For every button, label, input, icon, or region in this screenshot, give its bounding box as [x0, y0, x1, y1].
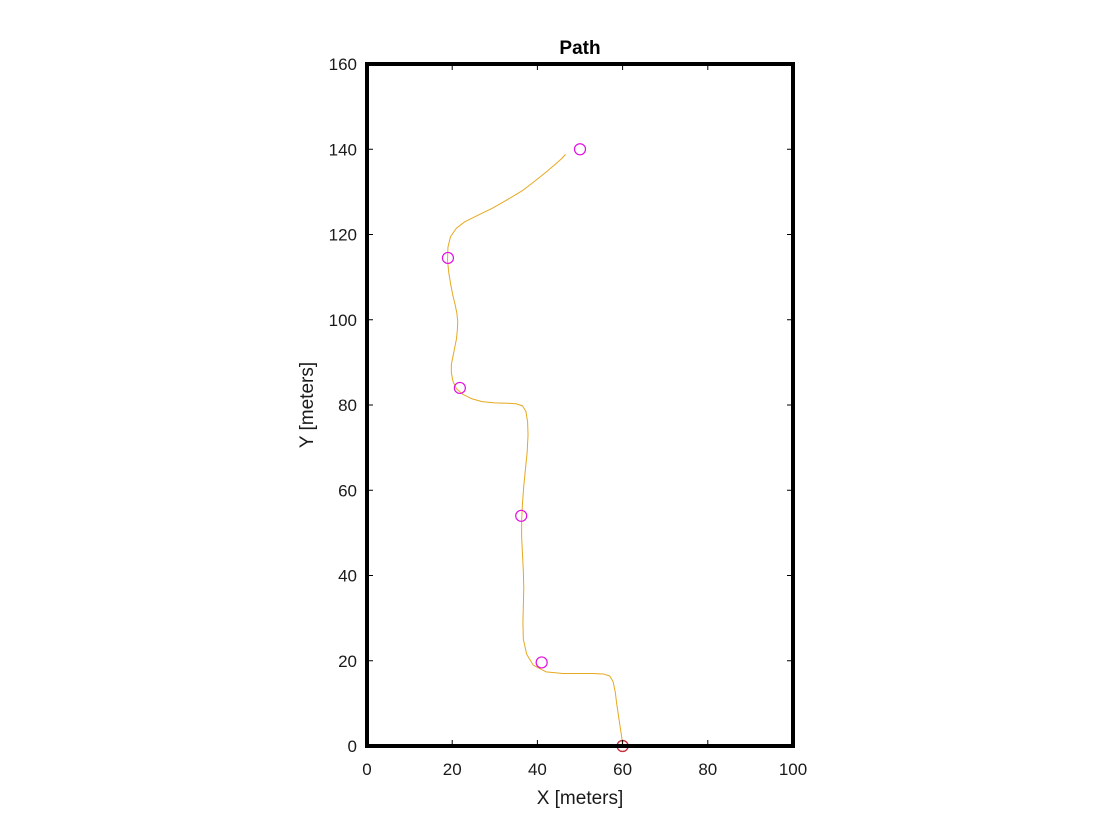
y-tick-label: 120 [329, 226, 357, 245]
y-tick-label: 80 [338, 396, 357, 415]
ticks-layer: 0 20 40 60 80 100 0 20 40 60 80 100 120 140 160 [329, 55, 808, 779]
y-tick-label: 40 [338, 567, 357, 586]
y-tick-label: 160 [329, 55, 357, 74]
y-tick-label: 140 [329, 140, 357, 159]
waypoint-marker [535, 656, 548, 669]
x-tick-label: 20 [443, 760, 462, 779]
chart-title: Path [559, 38, 600, 59]
x-tick-label: 80 [698, 760, 717, 779]
y-axis-label: Y [meters] [297, 362, 318, 448]
y-tick-label: 100 [329, 311, 357, 330]
y-tick-label: 0 [348, 737, 357, 756]
x-tick-label: 40 [528, 760, 547, 779]
path-line [447, 154, 624, 747]
y-tick-label: 60 [338, 481, 357, 500]
x-tick-label: 0 [362, 760, 371, 779]
y-tick-label: 20 [338, 652, 357, 671]
waypoint-marker [453, 381, 466, 395]
waypoint-marker [441, 251, 455, 265]
x-tick-label: 100 [779, 760, 807, 779]
waypoint-marker [515, 509, 528, 522]
x-axis-label: X [meters] [537, 788, 624, 809]
x-tick-label: 60 [613, 760, 632, 779]
waypoint-marker [573, 143, 587, 156]
